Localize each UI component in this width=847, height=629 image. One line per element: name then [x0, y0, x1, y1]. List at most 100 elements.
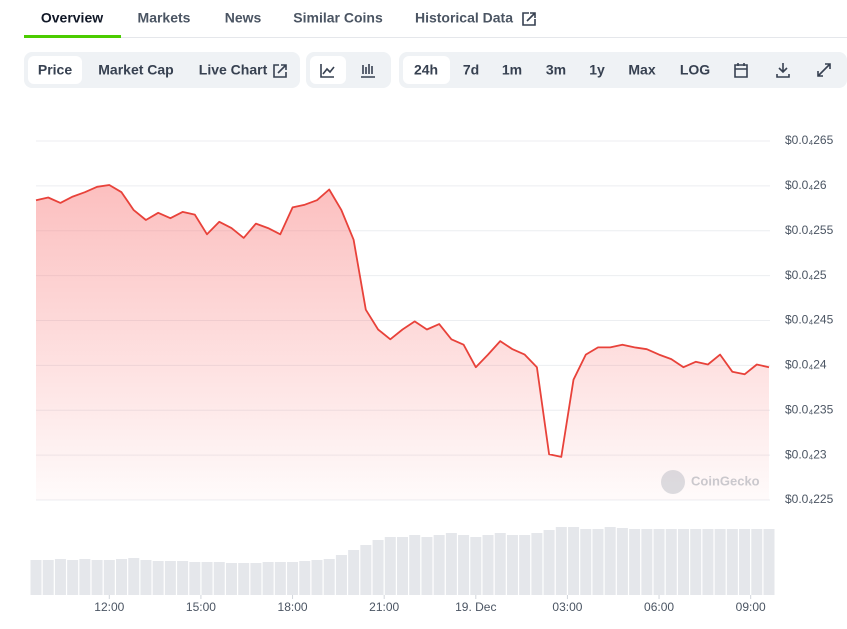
volume-bar — [421, 537, 433, 595]
button-group — [24, 52, 300, 88]
y-tick-label: $0.0₄225 — [785, 492, 834, 506]
volume-bar — [311, 560, 323, 595]
range-button[interactable]: 3m — [546, 62, 566, 78]
volume-bar — [763, 529, 775, 595]
volume-bar — [348, 550, 360, 595]
volume-bar — [494, 533, 506, 595]
volume-bar — [409, 535, 421, 595]
volume-bar — [287, 562, 299, 595]
volume-bar — [690, 529, 702, 595]
volume-bar — [323, 559, 335, 595]
volume-bar — [372, 540, 384, 595]
tabs: Overview Markets News Similar Coins Hist… — [24, 10, 847, 38]
tab[interactable]: Overview — [41, 10, 103, 26]
volume-bar — [225, 563, 237, 595]
x-tick-label: 03:00 — [552, 600, 582, 614]
watermark: CoinGecko — [661, 470, 760, 494]
volume-bar — [445, 533, 457, 595]
x-tick-label: 12:00 — [94, 600, 124, 614]
button-group — [399, 52, 847, 88]
range-button[interactable]: 1m — [502, 62, 522, 78]
y-tick-label: $0.0₄23 — [785, 447, 827, 461]
range-button[interactable]: 7d — [463, 62, 479, 78]
volume-bar — [482, 535, 494, 595]
volume-bar — [91, 560, 103, 595]
volume-bar — [116, 559, 128, 595]
x-tick-label: 18:00 — [278, 600, 308, 614]
volume-bar — [531, 533, 543, 595]
volume-bar — [30, 560, 42, 595]
volume-bar — [274, 562, 286, 595]
volume-bar — [568, 527, 580, 595]
volume-bar — [653, 529, 665, 595]
volume-bar — [506, 535, 518, 595]
volume-bar — [396, 537, 409, 595]
x-tick-label: 19. Dec — [455, 600, 496, 614]
metric-button[interactable]: Price — [38, 62, 72, 78]
volume-bar — [360, 545, 372, 595]
volume-bar — [458, 535, 470, 595]
candle-chart-button[interactable] — [361, 64, 375, 78]
volume-bar — [555, 527, 567, 595]
volume-bar — [519, 535, 531, 595]
volume-bar — [665, 529, 677, 595]
volume-bar — [164, 561, 176, 595]
volume-bar — [299, 561, 311, 595]
y-tick-label: $0.0₄24 — [785, 358, 827, 372]
volume-bar — [67, 560, 79, 595]
range-button[interactable]: 1y — [589, 62, 605, 78]
area — [36, 185, 769, 500]
tab[interactable]: Historical Data — [415, 10, 513, 26]
volume-bar — [726, 529, 738, 595]
metric-button[interactable]: Market Cap — [98, 62, 173, 78]
watermark-logo — [661, 470, 685, 494]
volume-bar — [79, 559, 91, 595]
fullscreen-button[interactable] — [817, 63, 831, 77]
range-button[interactable]: 24h — [414, 62, 438, 78]
x-tick-label: 15:00 — [186, 600, 216, 614]
volume-bar — [751, 529, 763, 595]
volume-bar — [702, 529, 714, 595]
toolbar: Price Market Cap Live Chart 24h 7d 1m 3m… — [24, 52, 847, 88]
x-tick-label: 21:00 — [369, 600, 399, 614]
range-button[interactable]: Max — [628, 62, 655, 78]
volume-bar — [580, 529, 592, 595]
tab[interactable]: Similar Coins — [293, 10, 383, 26]
volume-bar — [629, 529, 641, 595]
watermark-text: CoinGecko — [691, 473, 760, 488]
download-button[interactable] — [776, 63, 790, 78]
volume-bar — [470, 537, 482, 595]
y-tick-label: $0.0₄25 — [785, 268, 827, 282]
tab[interactable]: Markets — [138, 10, 191, 26]
calendar-button[interactable] — [734, 63, 748, 78]
active-button — [403, 56, 450, 84]
volume-bar — [433, 535, 445, 595]
y-tick-label: $0.0₄235 — [785, 402, 834, 416]
volume-bar — [739, 529, 751, 595]
volume-bar — [677, 529, 689, 595]
tab[interactable]: News — [225, 10, 262, 26]
volume-bar — [238, 563, 250, 595]
volume-bar — [604, 527, 616, 595]
volume-bar — [140, 560, 152, 595]
x-tick-label: 09:00 — [736, 600, 766, 614]
active-button — [28, 56, 82, 84]
y-tick-label: $0.0₄26 — [785, 178, 827, 192]
price-line — [35, 184, 770, 458]
volume-bar — [335, 555, 347, 595]
volume-bar — [103, 560, 115, 595]
volume-bar — [201, 562, 213, 595]
line-chart-button[interactable] — [320, 64, 335, 78]
volume-bar — [592, 529, 604, 595]
log-button[interactable]: LOG — [680, 62, 710, 78]
external-icon — [273, 64, 287, 78]
metric-button[interactable]: Live Chart — [199, 62, 268, 78]
y-tick-label: $0.0₄245 — [785, 313, 834, 327]
volume-bar — [641, 529, 653, 595]
volume-bar — [128, 558, 140, 595]
volume-bar — [213, 562, 225, 595]
volume-bar — [262, 562, 274, 595]
volume-bar — [177, 561, 189, 595]
volume-bar — [189, 562, 201, 595]
